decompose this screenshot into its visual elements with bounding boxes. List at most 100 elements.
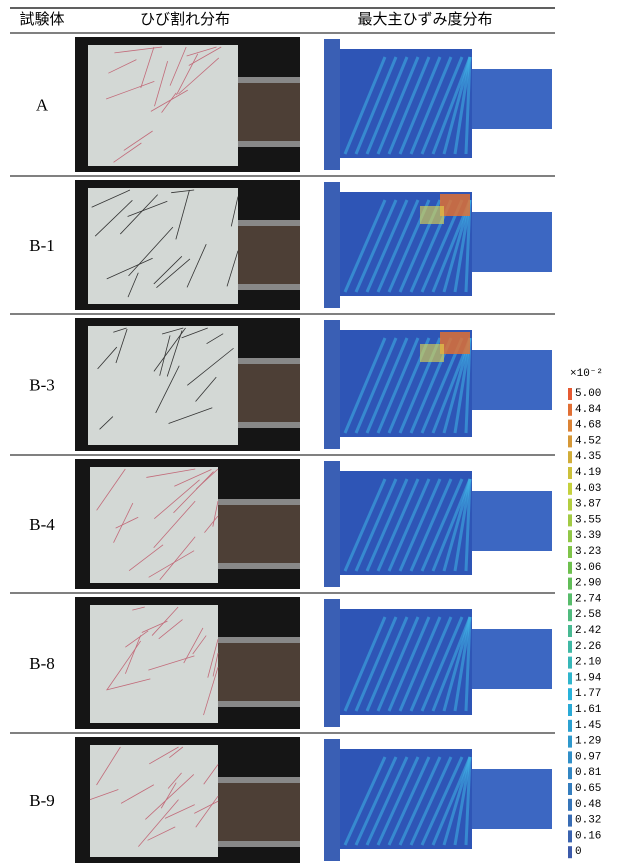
beam-flange	[218, 777, 300, 783]
strain-band	[387, 756, 431, 846]
strain-band	[420, 616, 464, 712]
strain-band	[431, 56, 472, 155]
crack	[186, 46, 217, 57]
strain-band	[409, 56, 453, 155]
strain-band	[464, 478, 472, 572]
crack	[150, 89, 188, 112]
crack	[181, 327, 208, 339]
legend-swatch	[568, 704, 572, 716]
crack	[123, 130, 153, 151]
crack	[160, 782, 177, 809]
crack	[146, 468, 196, 478]
crack	[203, 667, 219, 716]
strain-band	[453, 756, 472, 846]
crack	[192, 635, 207, 655]
crack	[206, 333, 224, 345]
legend-swatch	[568, 672, 572, 685]
specimen-label: B-1	[29, 236, 55, 255]
strain-band	[431, 478, 472, 572]
legend-swatch	[568, 451, 572, 464]
strain-column	[324, 320, 340, 449]
concrete-panel	[88, 188, 238, 304]
strain-beam	[470, 350, 552, 410]
legend-label: 3.06	[575, 562, 601, 574]
strain-band	[343, 199, 387, 293]
strain-band	[376, 56, 420, 155]
concrete-panel	[90, 467, 218, 583]
legend-swatch	[568, 561, 572, 574]
crack	[169, 746, 184, 759]
crack	[169, 46, 187, 86]
strain-hot	[420, 206, 444, 224]
legend-swatch	[568, 530, 572, 543]
legend-swatch	[568, 625, 572, 637]
crack	[148, 550, 195, 578]
crack	[113, 142, 142, 163]
strain-band	[376, 756, 420, 846]
crack	[132, 606, 145, 611]
legend-label: 3.55	[575, 514, 601, 526]
strain-band	[365, 337, 409, 434]
crack	[96, 746, 121, 786]
crack	[154, 479, 200, 520]
strain-band	[453, 56, 472, 155]
legend-swatch	[568, 798, 572, 811]
strain-band	[464, 56, 472, 155]
strain-band	[464, 616, 472, 712]
strain-band	[453, 478, 472, 572]
strain-band	[431, 616, 472, 712]
crack	[149, 746, 179, 765]
legend-swatch	[568, 482, 572, 495]
strain-band	[376, 616, 420, 712]
crack	[195, 795, 219, 828]
legend-swatch	[568, 735, 572, 748]
legend-swatch	[568, 419, 572, 432]
crack	[175, 189, 190, 240]
crack	[204, 515, 219, 533]
strain-band	[354, 478, 398, 572]
crack	[138, 799, 179, 847]
strain-band	[442, 56, 472, 155]
steel-beam	[218, 641, 300, 703]
crack	[140, 46, 155, 89]
crack	[178, 57, 220, 95]
strain-band	[398, 616, 442, 712]
legend-label: 1.45	[575, 720, 601, 732]
strain-band	[442, 478, 472, 572]
specimen-label: B-8	[29, 654, 55, 673]
legend-label: 4.68	[575, 420, 601, 432]
strain-beam	[470, 629, 552, 689]
strain-column	[324, 739, 340, 861]
crack	[195, 376, 217, 402]
specimen-label: B-9	[29, 791, 55, 810]
crack	[97, 346, 118, 370]
legend-label: 0.48	[575, 799, 601, 811]
crack	[159, 335, 171, 376]
strain-band	[343, 756, 387, 846]
crack	[145, 774, 195, 820]
strain-band	[409, 616, 453, 712]
legend-swatch	[568, 577, 572, 590]
crack	[186, 244, 207, 288]
crack	[194, 800, 219, 814]
strain-band	[453, 616, 472, 712]
legend-label: 4.03	[575, 483, 601, 495]
legend-label: 4.84	[575, 404, 602, 416]
strain-band	[420, 756, 464, 846]
crack	[183, 627, 204, 664]
strain-band	[343, 337, 387, 434]
crack	[108, 59, 137, 74]
crack	[119, 194, 158, 235]
crack	[115, 516, 139, 529]
concrete-panel	[90, 745, 218, 857]
legend-label: 2.74	[575, 593, 602, 605]
strain-band	[398, 756, 442, 846]
strain-band	[387, 616, 431, 712]
strain-band	[343, 56, 387, 155]
strain-column	[324, 599, 340, 727]
crack	[125, 635, 142, 674]
legend-swatch	[568, 814, 572, 827]
strain-hot	[420, 344, 444, 362]
concrete-panel	[88, 326, 238, 445]
crack	[128, 226, 174, 277]
